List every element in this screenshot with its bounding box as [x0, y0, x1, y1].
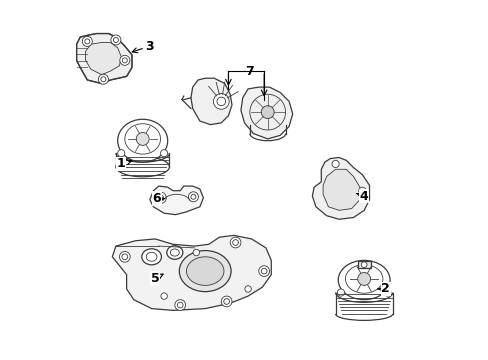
Ellipse shape [186, 257, 224, 285]
Polygon shape [312, 157, 369, 219]
Text: 6: 6 [152, 192, 164, 205]
Polygon shape [241, 87, 292, 139]
Circle shape [160, 150, 167, 157]
Polygon shape [85, 42, 121, 75]
Circle shape [98, 74, 108, 84]
Ellipse shape [116, 157, 169, 177]
Circle shape [221, 296, 231, 307]
Circle shape [357, 273, 370, 285]
Circle shape [82, 36, 92, 46]
Circle shape [188, 192, 198, 202]
Circle shape [383, 289, 390, 296]
Text: 3: 3 [132, 40, 154, 53]
Text: 4: 4 [356, 190, 368, 203]
Circle shape [261, 106, 274, 118]
Circle shape [230, 237, 241, 248]
Circle shape [244, 286, 251, 292]
Circle shape [118, 150, 124, 157]
Circle shape [161, 293, 167, 299]
Circle shape [213, 94, 229, 109]
Text: 1: 1 [117, 157, 131, 170]
Circle shape [361, 262, 366, 267]
Circle shape [120, 55, 130, 65]
Circle shape [337, 289, 344, 296]
Circle shape [136, 132, 149, 145]
Text: 5: 5 [150, 272, 163, 285]
Polygon shape [77, 33, 132, 84]
Circle shape [331, 160, 339, 167]
Ellipse shape [118, 119, 167, 162]
Ellipse shape [142, 249, 161, 265]
Circle shape [193, 249, 199, 256]
Circle shape [258, 266, 269, 276]
Circle shape [175, 300, 185, 310]
Polygon shape [112, 235, 271, 310]
Polygon shape [190, 78, 231, 125]
Ellipse shape [338, 260, 389, 300]
Text: 7: 7 [245, 64, 254, 77]
Polygon shape [357, 261, 370, 267]
Circle shape [119, 251, 130, 262]
Circle shape [358, 187, 365, 194]
Text: 2: 2 [377, 283, 389, 296]
Ellipse shape [166, 246, 183, 259]
Polygon shape [323, 169, 359, 210]
Circle shape [155, 192, 166, 203]
Ellipse shape [179, 251, 231, 292]
Polygon shape [149, 186, 203, 215]
Circle shape [111, 35, 121, 45]
